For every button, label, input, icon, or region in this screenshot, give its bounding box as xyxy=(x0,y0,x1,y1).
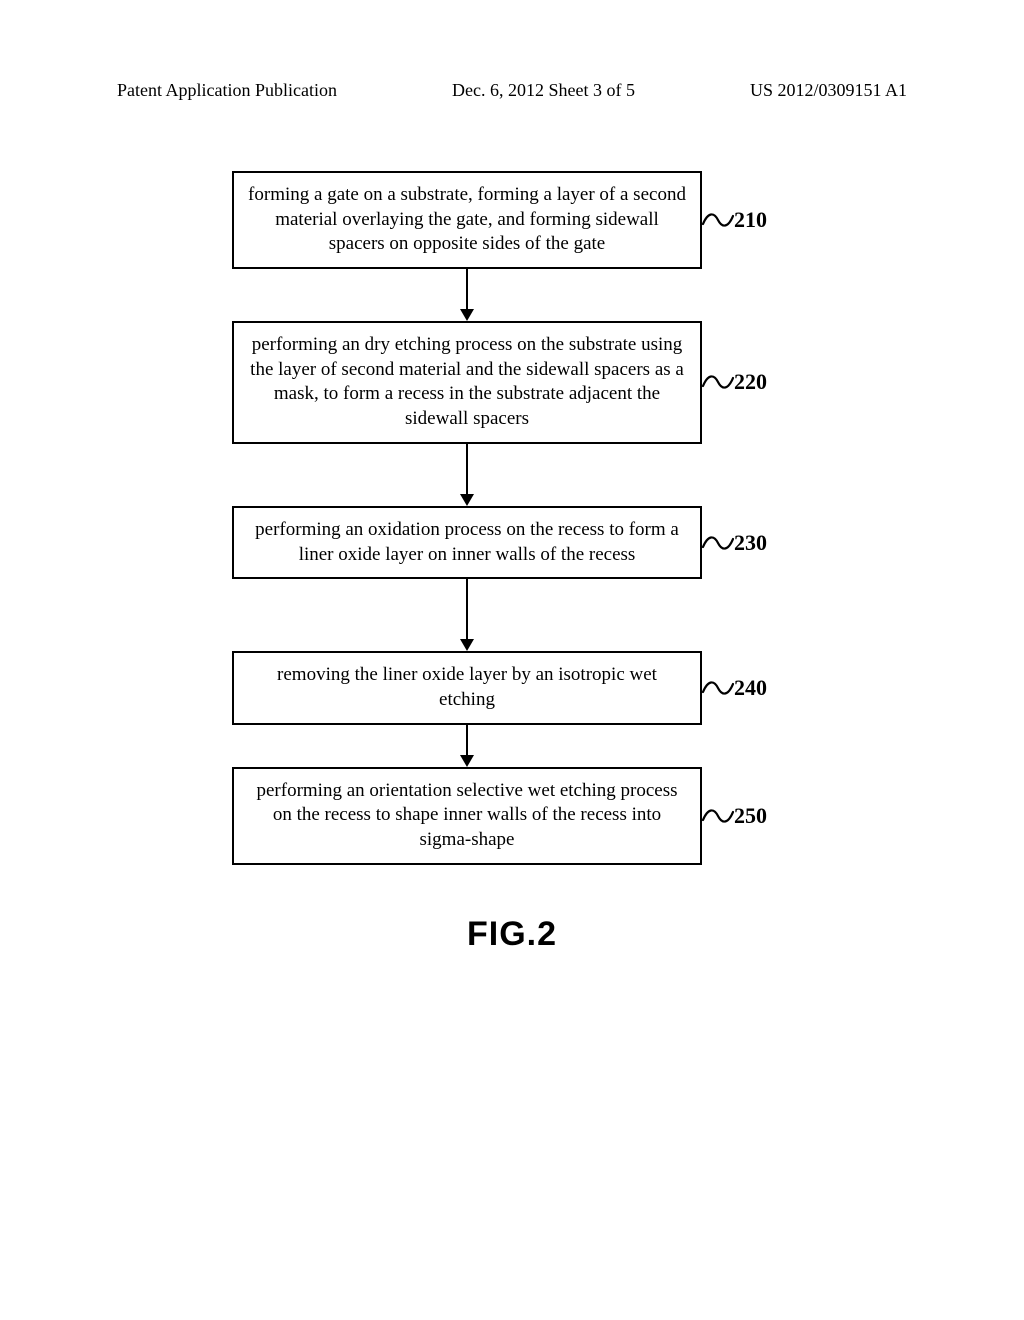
connector-squiggle-icon xyxy=(702,804,734,828)
connector-squiggle-icon xyxy=(702,370,734,394)
flowchart-arrow-row xyxy=(232,579,792,651)
page-header: Patent Application Publication Dec. 6, 2… xyxy=(117,80,907,101)
figure-caption: FIG.2 xyxy=(110,915,914,954)
flowchart-arrow-col xyxy=(232,579,702,651)
flowchart-step: forming a gate on a substrate, forming a… xyxy=(232,171,792,269)
flowchart-step-box: performing an oxidation process on the r… xyxy=(232,506,702,579)
flowchart-step-label-cell: 240 xyxy=(702,675,792,701)
flowchart-step-box: performing an orientation selective wet … xyxy=(232,767,702,865)
arrow-down-icon xyxy=(457,579,477,651)
header-left: Patent Application Publication xyxy=(117,80,337,101)
flowchart-step-label: 250 xyxy=(734,803,767,829)
flowchart-arrow-row xyxy=(232,725,792,767)
page: Patent Application Publication Dec. 6, 2… xyxy=(0,0,1024,1320)
flowchart-step-label: 210 xyxy=(734,207,767,233)
flowchart-step: performing an oxidation process on the r… xyxy=(232,506,792,579)
flowchart-step-label: 240 xyxy=(734,675,767,701)
flowchart-step-box: performing an dry etching process on the… xyxy=(232,321,702,444)
flowchart-step-label-cell: 250 xyxy=(702,803,792,829)
arrow-down-icon xyxy=(457,269,477,321)
flowchart-step-label-cell: 230 xyxy=(702,530,792,556)
flowchart: forming a gate on a substrate, forming a… xyxy=(232,171,792,865)
flowchart-arrow-col xyxy=(232,725,702,767)
flowchart-step-label-cell: 210 xyxy=(702,207,792,233)
arrow-down-icon xyxy=(457,725,477,767)
flowchart-arrow-col xyxy=(232,269,702,321)
flowchart-step-box: forming a gate on a substrate, forming a… xyxy=(232,171,702,269)
connector-squiggle-icon xyxy=(702,676,734,700)
flowchart-step-box: removing the liner oxide layer by an iso… xyxy=(232,651,702,724)
header-center: Dec. 6, 2012 Sheet 3 of 5 xyxy=(452,80,635,101)
flowchart-arrow-row xyxy=(232,269,792,321)
flowchart-step: performing an dry etching process on the… xyxy=(232,321,792,444)
flowchart-step-label: 220 xyxy=(734,369,767,395)
flowchart-step: removing the liner oxide layer by an iso… xyxy=(232,651,792,724)
arrow-down-icon xyxy=(457,444,477,506)
flowchart-step: performing an orientation selective wet … xyxy=(232,767,792,865)
flowchart-step-label: 230 xyxy=(734,530,767,556)
connector-squiggle-icon xyxy=(702,531,734,555)
flowchart-arrow-row xyxy=(232,444,792,506)
header-right: US 2012/0309151 A1 xyxy=(750,80,907,101)
connector-squiggle-icon xyxy=(702,208,734,232)
flowchart-step-label-cell: 220 xyxy=(702,369,792,395)
flowchart-arrow-col xyxy=(232,444,702,506)
